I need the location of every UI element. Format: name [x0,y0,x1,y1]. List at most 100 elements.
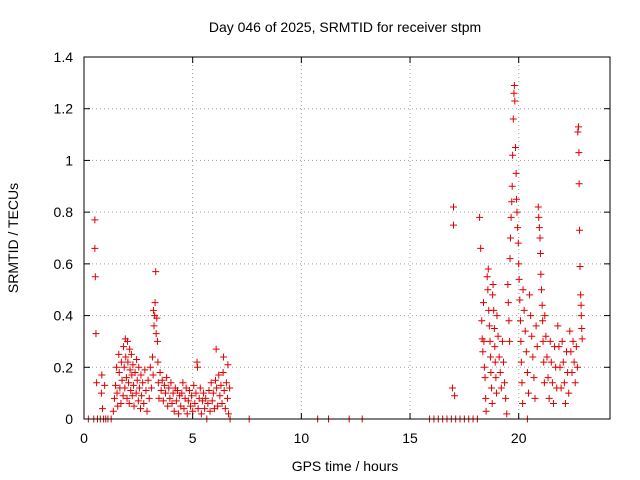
data-point [188,392,196,400]
data-point [574,123,582,131]
data-point [125,399,133,407]
data-point [568,368,576,376]
data-point [539,317,547,325]
data-point [502,394,510,402]
data-point [540,379,548,387]
data-point [187,402,195,410]
data-point [492,374,500,382]
data-point [196,384,204,392]
data-point [190,381,198,389]
data-point [517,358,525,366]
data-point [537,270,545,278]
data-point [166,394,174,402]
data-point [536,250,544,258]
data-point [180,405,188,413]
data-point [486,337,494,345]
data-point [524,389,532,397]
data-point [152,330,160,338]
x-tick-label: 10 [294,430,310,446]
data-point [157,387,165,395]
data-point [219,368,227,376]
data-point [98,405,106,413]
data-point [156,368,164,376]
data-point [493,389,501,397]
data-point [528,332,536,340]
data-point [151,299,159,307]
data-point [479,348,487,356]
data-point [91,216,99,224]
data-point [97,389,105,397]
data-point [491,343,499,351]
data-point [113,363,121,371]
data-point [476,213,484,221]
data-point [578,325,586,332]
data-point [509,151,517,159]
data-point [510,89,518,97]
data-point [145,394,153,402]
data-point [529,353,537,361]
data-point [226,384,234,392]
data-point [158,376,166,384]
data-point [123,394,131,402]
data-point [130,402,138,410]
data-point [216,392,224,400]
data-point [179,379,187,387]
data-point [92,330,100,338]
data-point [494,332,502,340]
data-point [499,358,507,366]
data-point [450,203,458,211]
data-point [128,392,136,400]
data-point [144,376,152,384]
data-point [510,81,518,89]
data-point [152,268,160,276]
data-point [487,368,495,376]
data-point [109,407,117,415]
data-point [185,387,193,395]
data-point [519,286,527,294]
data-point [555,343,563,351]
data-point [213,384,221,392]
data-points [84,81,586,423]
data-point [212,345,220,353]
data-point [154,379,162,387]
data-point [138,392,146,400]
data-point [560,379,568,387]
data-point [150,306,158,314]
data-point [511,144,519,151]
axis-ticks: 0 5 10 15 20 0 0.2 0.4 0.6 0.8 1 1.2 1.4 [54,49,610,446]
data-point [122,374,130,382]
data-point [506,255,514,263]
data-point [160,381,168,389]
data-point [135,363,143,371]
data-point [141,366,149,374]
data-point [173,387,181,395]
data-point [115,350,123,358]
data-point [511,97,519,105]
data-point [557,384,565,392]
data-point [534,203,542,211]
data-point [567,348,575,356]
data-point [482,407,490,415]
data-point [137,371,145,379]
data-point [509,115,517,123]
data-point [217,381,225,389]
data-point [168,399,176,407]
data-point [548,379,556,387]
data-point [133,356,141,364]
data-point [165,384,173,392]
data-point [506,337,514,345]
data-point [172,397,180,405]
data-point [504,299,512,307]
data-point [132,389,140,397]
data-point [493,312,501,320]
y-tick-label: 1.2 [54,101,74,117]
data-point [501,379,509,387]
data-point [123,337,131,345]
data-point [489,281,497,289]
data-point [140,399,148,407]
data-point [569,337,577,345]
data-point [137,405,145,413]
data-point [488,399,496,407]
data-point [533,343,541,351]
grid-lines [84,57,610,419]
